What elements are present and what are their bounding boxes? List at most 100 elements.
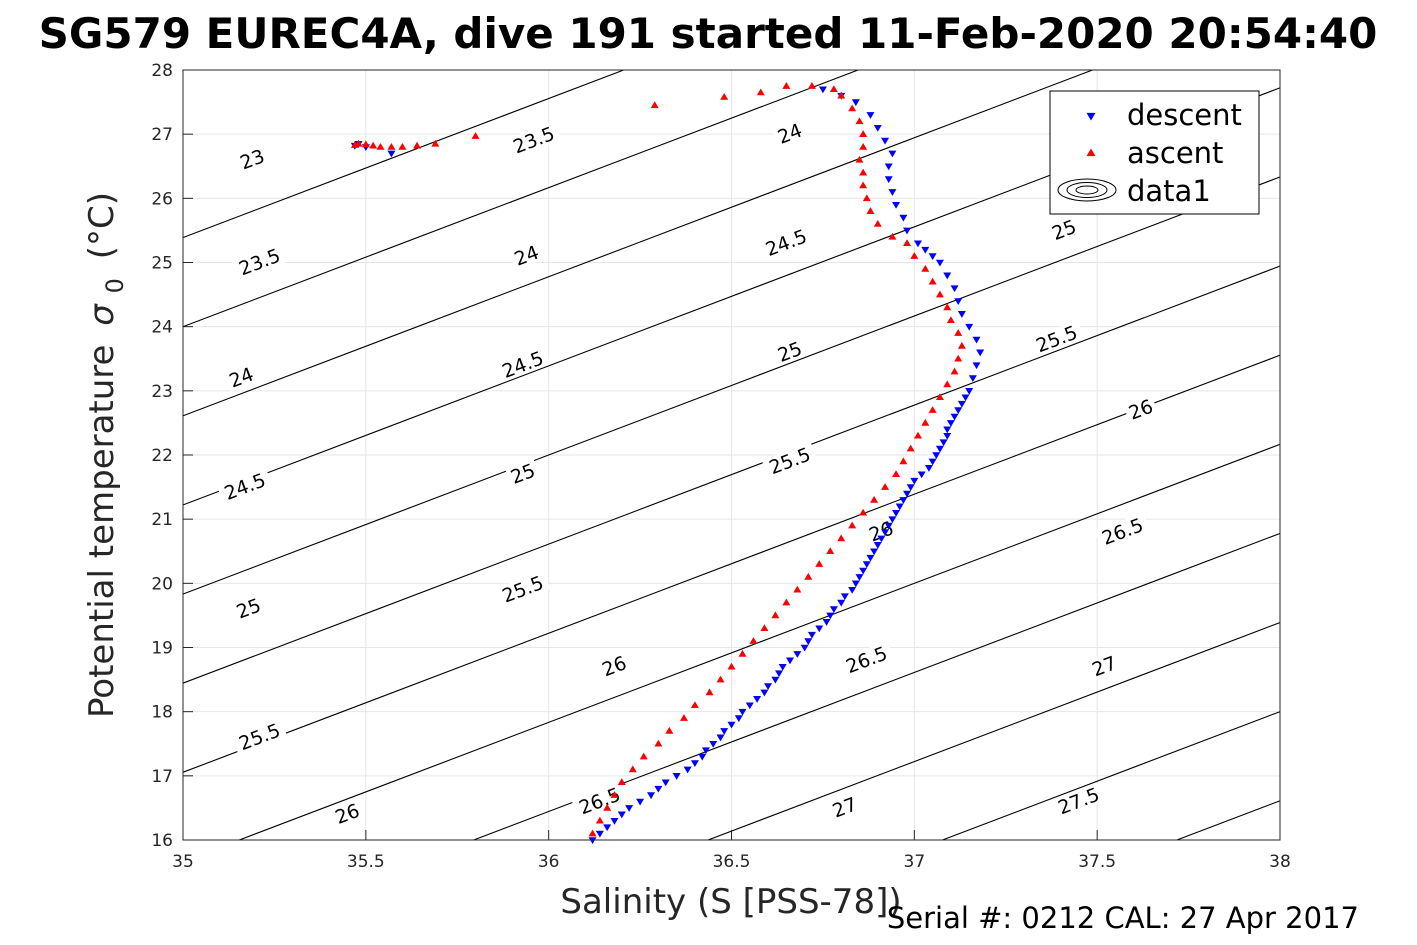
- descent-point-36: [829, 606, 838, 613]
- contour-line-0: [183, 70, 624, 239]
- descent-point-79: [943, 272, 952, 280]
- descent-point-2: [603, 824, 612, 832]
- descent-point-62: [939, 439, 948, 447]
- descent-point-30: [800, 644, 809, 652]
- y-tick-label-5: 21: [151, 510, 173, 530]
- ascent-point-71: [369, 141, 378, 149]
- descent-point-26: [775, 670, 784, 678]
- ascent-point-22: [826, 547, 835, 555]
- ascent-point-10: [690, 701, 699, 709]
- ascent-point-74: [350, 141, 359, 148]
- y-axis-label: Potential temperature σ 0 (°C): [82, 192, 129, 718]
- x-tick-label-6: 38: [1269, 852, 1291, 872]
- ascent-point-31: [913, 431, 922, 439]
- descent-point-80: [935, 259, 944, 267]
- ascent-point-16: [760, 624, 769, 632]
- descent-point-96: [818, 86, 827, 94]
- descent-point-43: [862, 561, 871, 569]
- ascent-point-28: [892, 470, 901, 478]
- descent-point-13: [698, 753, 707, 761]
- descent-point-19: [734, 715, 743, 723]
- descent-point-5: [625, 805, 634, 812]
- ascent-point-45: [910, 252, 919, 259]
- ascent-point-43: [928, 277, 937, 285]
- ascent-point-24: [848, 521, 857, 529]
- descent-point-63: [943, 432, 952, 440]
- ascent-point-36: [950, 367, 959, 375]
- ascent-point-21: [815, 560, 824, 567]
- descent-point-3: [610, 817, 619, 825]
- ascent-point-15: [749, 637, 758, 644]
- descent-point-11: [683, 766, 692, 774]
- descent-point-21: [745, 702, 754, 710]
- descent-point-49: [884, 522, 893, 530]
- ascent-point-14: [738, 649, 747, 657]
- ascent-point-44: [921, 264, 930, 272]
- ascent-point-70: [376, 143, 385, 150]
- descent-point-7: [647, 792, 656, 800]
- y-axis-label-subscript: 0: [101, 278, 129, 293]
- ascent-point-64: [650, 101, 659, 109]
- ascent-point-2: [603, 803, 612, 811]
- legend-marker-contour-icon: [1057, 178, 1117, 202]
- y-tick-label-6: 22: [151, 446, 173, 466]
- ascent-point-11: [705, 688, 714, 696]
- descent-point-52: [895, 503, 904, 511]
- ascent-point-42: [935, 290, 944, 298]
- ascent-point-4: [617, 778, 626, 786]
- ascent-point-17: [771, 611, 780, 619]
- ascent-point-47: [888, 232, 897, 240]
- descent-point-17: [720, 728, 729, 735]
- x-axis-label: Salinity (S [PSS-78]): [560, 882, 901, 922]
- ascent-point-6: [639, 752, 648, 760]
- x-tick-label-1: 35.5: [347, 852, 385, 872]
- descent-point-46: [873, 542, 882, 549]
- descent-point-94: [851, 99, 860, 107]
- descent-point-12: [690, 760, 699, 767]
- descent-point-33: [815, 625, 824, 633]
- descent-point-61: [935, 445, 944, 453]
- y-tick-label-4: 20: [151, 574, 173, 594]
- descent-point-85: [899, 214, 908, 222]
- series-ascent: [350, 82, 966, 837]
- ascent-point-62: [756, 88, 765, 96]
- ascent-point-58: [837, 91, 846, 99]
- descent-point-39: [848, 586, 857, 594]
- descent-point-84: [903, 227, 912, 235]
- descent-point-31: [804, 638, 813, 646]
- ascent-point-35: [943, 380, 952, 388]
- x-tick-label-0: 35: [172, 852, 194, 872]
- descent-point-16: [716, 734, 725, 742]
- ascent-point-7: [654, 739, 663, 747]
- descent-point-57: [917, 471, 926, 479]
- ascent-point-69: [387, 143, 396, 150]
- ascent-point-8: [665, 726, 674, 734]
- legend-marker-ascent: [1086, 148, 1096, 157]
- legend-descent-triangle: [1086, 112, 1096, 121]
- y-axis-label-symbol: σ: [82, 303, 122, 326]
- legend-label-descent: descent: [1127, 98, 1242, 132]
- y-tick-label-2: 18: [151, 703, 173, 723]
- descent-point-53: [899, 497, 908, 504]
- chart-title: SG579 EUREC4A, dive 191 started 11-Feb-2…: [39, 9, 1378, 58]
- descent-point-0: [588, 837, 597, 844]
- ascent-point-1: [595, 816, 604, 824]
- descent-point-18: [727, 721, 736, 729]
- x-tick-label-3: 36.5: [713, 852, 751, 872]
- descent-point-60: [932, 452, 941, 459]
- descent-point-67: [954, 407, 963, 415]
- descent-point-70: [965, 388, 974, 395]
- x-tick-label-4: 37: [904, 852, 926, 872]
- ascent-point-39: [954, 329, 963, 336]
- descent-point-15: [709, 740, 718, 748]
- contour-labels: 2323.52424.52525.52623.52424.52525.52626…: [216, 118, 1159, 829]
- legend-label-data1: data1: [1127, 174, 1211, 208]
- ascent-point-25: [859, 508, 868, 516]
- contour-line-7: [239, 443, 1280, 840]
- ascent-point-33: [928, 406, 937, 413]
- descent-point-48: [881, 529, 890, 536]
- descent-point-78: [950, 285, 959, 293]
- ascent-point-65: [471, 132, 480, 139]
- ascent-point-51: [859, 181, 868, 189]
